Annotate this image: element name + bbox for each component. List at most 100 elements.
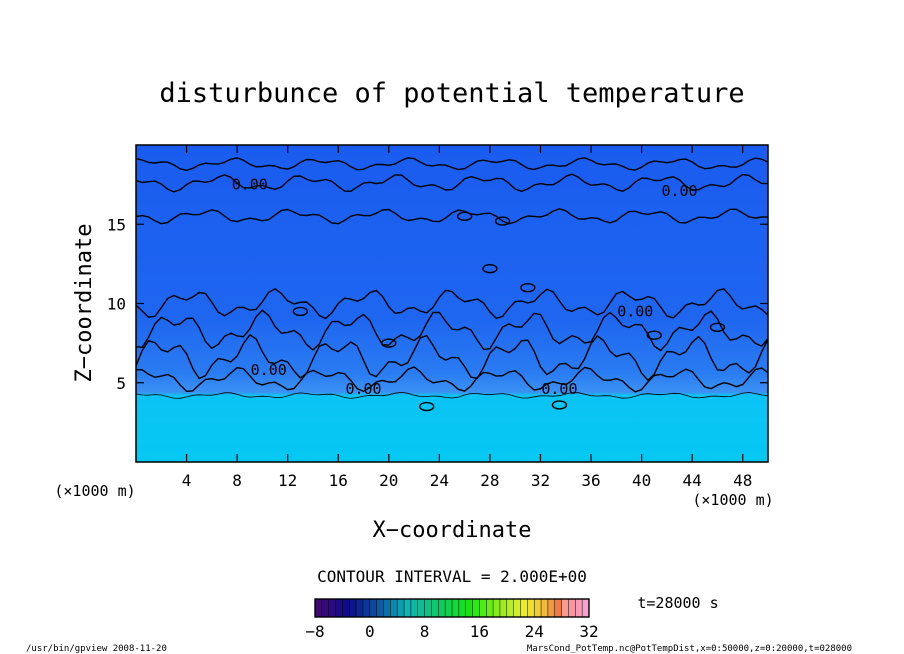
contour-interval: CONTOUR INTERVAL = 2.000E+00 — [317, 567, 587, 586]
colorbar-cell — [541, 599, 549, 617]
y-axis: 5 10 15 — [107, 215, 768, 393]
x-unit-left: (×1000 m) — [54, 482, 135, 500]
colorbar-cell — [349, 599, 357, 617]
x-tick-label: 48 — [733, 471, 752, 490]
contour-label-group: 0.00 0.00 0.00 0.00 0.00 0.00 — [232, 176, 698, 398]
colorbar-cell — [452, 599, 460, 617]
plot-area — [136, 145, 768, 462]
heatmap-field — [136, 145, 768, 462]
colorbar-cell — [376, 599, 384, 617]
colorbar-cell — [575, 599, 583, 617]
contour-line — [136, 309, 768, 352]
colorbar-cell — [499, 599, 508, 617]
contour-label: 0.00 — [345, 380, 381, 398]
x-tick-label: 24 — [430, 471, 449, 490]
footer-right: MarsCond_PotTemp.nc@PotTempDist,x=0:5000… — [527, 644, 852, 654]
contour-label: 0.00 — [251, 361, 287, 379]
colorbar-cell — [383, 599, 391, 617]
colorbar-tick-label: 24 — [525, 622, 544, 641]
contour-line — [136, 173, 768, 193]
colorbar-cell — [506, 599, 515, 617]
x-tick-label: 40 — [632, 471, 651, 490]
colorbar-cell — [445, 599, 453, 617]
colorbar-cell — [410, 599, 419, 617]
colorbar-tick-label: 16 — [470, 622, 489, 641]
colorbar-tick-label: 0 — [365, 622, 375, 641]
y-tick-label: 10 — [107, 295, 126, 314]
colorbar-cell — [465, 599, 474, 617]
colorbar-cell — [404, 599, 412, 617]
contour-line — [136, 208, 768, 225]
x-tick-label: 32 — [531, 471, 550, 490]
colorbar-cell — [356, 599, 364, 617]
contour-cell — [419, 401, 435, 412]
colorbar — [314, 599, 590, 617]
colorbar-cell — [458, 599, 467, 617]
colorbar-cell — [561, 599, 569, 617]
colorbar-tick-label: −8 — [305, 622, 324, 641]
colorbar-frame — [314, 598, 590, 618]
contour-cell — [646, 330, 662, 340]
contour-line — [136, 334, 768, 381]
colorbar-cell — [568, 599, 576, 617]
colorbar-cell — [479, 599, 487, 617]
colorbar-cell — [315, 599, 323, 617]
x-tick-label: 28 — [480, 471, 499, 490]
colorbar-ticks: −8 0 8 16 24 32 — [305, 622, 598, 641]
chart-title: disturbunce of potential temperature — [159, 78, 744, 109]
contour-label: 0.00 — [617, 302, 653, 320]
contour-line — [136, 392, 768, 399]
x-axis-label: X−coordinate — [373, 518, 532, 543]
contour-label: 0.00 — [232, 176, 268, 194]
x-axis: 4 8 12 16 20 24 28 32 36 40 44 48 — [182, 145, 752, 490]
colorbar-cell — [493, 599, 501, 617]
colorbar-cell — [513, 599, 521, 617]
contour-cell — [494, 216, 511, 226]
colorbar-cell — [342, 599, 350, 617]
x-tick-label: 36 — [581, 471, 600, 490]
contour-lines — [136, 157, 768, 412]
colorbar-cell — [328, 599, 337, 617]
x-unit-right: (×1000 m) — [692, 491, 773, 509]
colorbar-cell — [397, 599, 405, 617]
colorbar-cell — [438, 599, 446, 617]
colorbar-cell — [369, 599, 378, 617]
x-tick-label: 44 — [683, 471, 702, 490]
colorbar-cell — [335, 599, 343, 617]
x-tick-label: 8 — [232, 471, 242, 490]
colorbar-cell — [362, 599, 371, 617]
time-label: t=28000 s — [637, 594, 718, 612]
y-tick-label: 15 — [107, 215, 126, 234]
contour-label: 0.00 — [541, 380, 577, 398]
contour-line — [136, 366, 768, 393]
colorbar-tick-label: 32 — [579, 622, 598, 641]
colorbar-cell — [424, 599, 432, 617]
y-axis-label: Z−coordinate — [72, 224, 97, 383]
colorbar-cell — [582, 599, 590, 617]
colorbar-cell — [520, 599, 528, 617]
contour-cell — [520, 282, 536, 293]
contour-cell — [551, 400, 568, 410]
colorbar-tick-label: 8 — [420, 622, 430, 641]
colorbar-cell — [431, 599, 439, 617]
colorbar-cell — [486, 599, 494, 617]
colorbar-cell — [472, 599, 480, 617]
contour-line — [136, 157, 768, 171]
colorbar-cell — [527, 599, 535, 617]
colorbar-cell — [534, 599, 542, 617]
x-tick-label: 4 — [182, 471, 192, 490]
contour-cell — [292, 306, 309, 317]
colorbar-cell — [417, 599, 426, 617]
colorbar-cell — [554, 599, 563, 617]
contour-cell — [482, 263, 498, 274]
x-tick-label: 16 — [329, 471, 348, 490]
contour-label: 0.00 — [661, 182, 697, 200]
contour-cell — [381, 338, 397, 348]
colorbar-cell — [547, 599, 556, 617]
x-tick-label: 12 — [278, 471, 297, 490]
contour-line — [136, 288, 768, 320]
contour-cell — [456, 211, 473, 222]
x-tick-label: 20 — [379, 471, 398, 490]
colorbar-cell — [390, 599, 398, 617]
